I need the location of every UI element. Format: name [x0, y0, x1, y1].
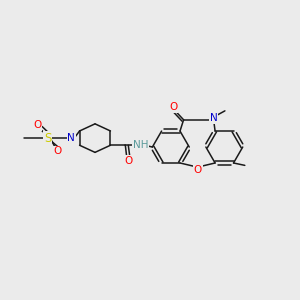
- Text: S: S: [44, 132, 51, 145]
- Text: O: O: [194, 165, 202, 175]
- Text: O: O: [124, 156, 132, 166]
- Text: O: O: [33, 120, 41, 130]
- Text: O: O: [54, 146, 62, 157]
- Text: NH: NH: [133, 140, 148, 150]
- Text: S: S: [44, 132, 51, 145]
- Text: O: O: [124, 156, 132, 166]
- Text: N: N: [68, 133, 75, 143]
- Text: O: O: [54, 146, 62, 157]
- Text: N: N: [210, 113, 218, 123]
- Text: NH: NH: [133, 140, 148, 150]
- Text: N: N: [68, 133, 75, 143]
- Text: N: N: [210, 113, 218, 123]
- Text: O: O: [169, 102, 177, 112]
- Text: O: O: [194, 165, 202, 175]
- Text: O: O: [169, 102, 177, 112]
- Text: O: O: [33, 120, 41, 130]
